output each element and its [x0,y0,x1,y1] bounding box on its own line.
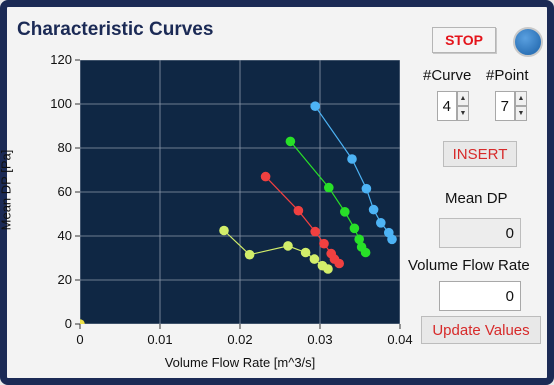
point-count-label: #Point [486,67,529,84]
series-2-point-1 [285,136,296,147]
series-4-point-5 [309,254,320,264]
characteristic-curves-chart [80,60,400,324]
series-4-point-4 [300,247,311,258]
mean-dp-label: Mean DP [445,190,508,207]
volume-flow-rate-label: Volume Flow Rate [408,257,530,274]
series-1-point-3 [361,183,372,194]
series-2-point-5 [354,234,365,245]
series-1-point-4 [368,204,379,215]
series-2-point-2 [324,182,334,193]
point-decrement-button[interactable]: ▼ [515,106,527,121]
series-5-point-1 [80,319,85,324]
triangle-up-icon: ▲ [459,95,467,102]
volume-flow-rate-input[interactable]: 0 [439,281,521,311]
x-axis-label: Volume Flow Rate [m^3/s] [164,355,316,370]
triangle-up-icon: ▲ [517,95,525,102]
series-1-point-7 [387,234,397,245]
curve-increment-button[interactable]: ▲ [457,91,469,106]
point-count-input[interactable]: 7 [495,91,515,121]
stop-button[interactable]: STOP [432,27,496,53]
series-3-point-7 [334,258,344,269]
series-1-point-5 [376,218,386,228]
series-2-point-4 [349,223,360,234]
triangle-down-icon: ▼ [517,110,525,117]
curve-count-label: #Curve [423,67,472,84]
series-3-point-2 [293,205,304,216]
series-4-point-3 [283,241,293,251]
status-led-indicator [513,27,543,57]
series-2-point-3 [340,207,350,217]
series-1-point-2 [347,154,357,164]
series-4-point-2 [244,249,255,260]
series-1-point-1 [310,101,320,111]
mean-dp-indicator: 0 [439,218,521,248]
curve-decrement-button[interactable]: ▼ [457,106,469,121]
series-3-point-4 [319,238,329,249]
plot-area [80,60,400,324]
y-axis-label: Mean DP [Pa] [0,149,14,231]
series-4-point-1 [219,225,229,236]
insert-button[interactable]: INSERT [443,141,517,167]
point-increment-button[interactable]: ▲ [515,91,527,106]
series-2-point-7 [360,247,371,258]
chart-title: Characteristic Curves [17,19,214,40]
series-3-point-1 [260,171,271,182]
series-4-point-7 [323,264,333,274]
update-values-button[interactable]: Update Values [421,316,541,344]
curve-count-input[interactable]: 4 [437,91,457,121]
series-3-point-3 [310,226,320,237]
triangle-down-icon: ▼ [459,110,467,117]
